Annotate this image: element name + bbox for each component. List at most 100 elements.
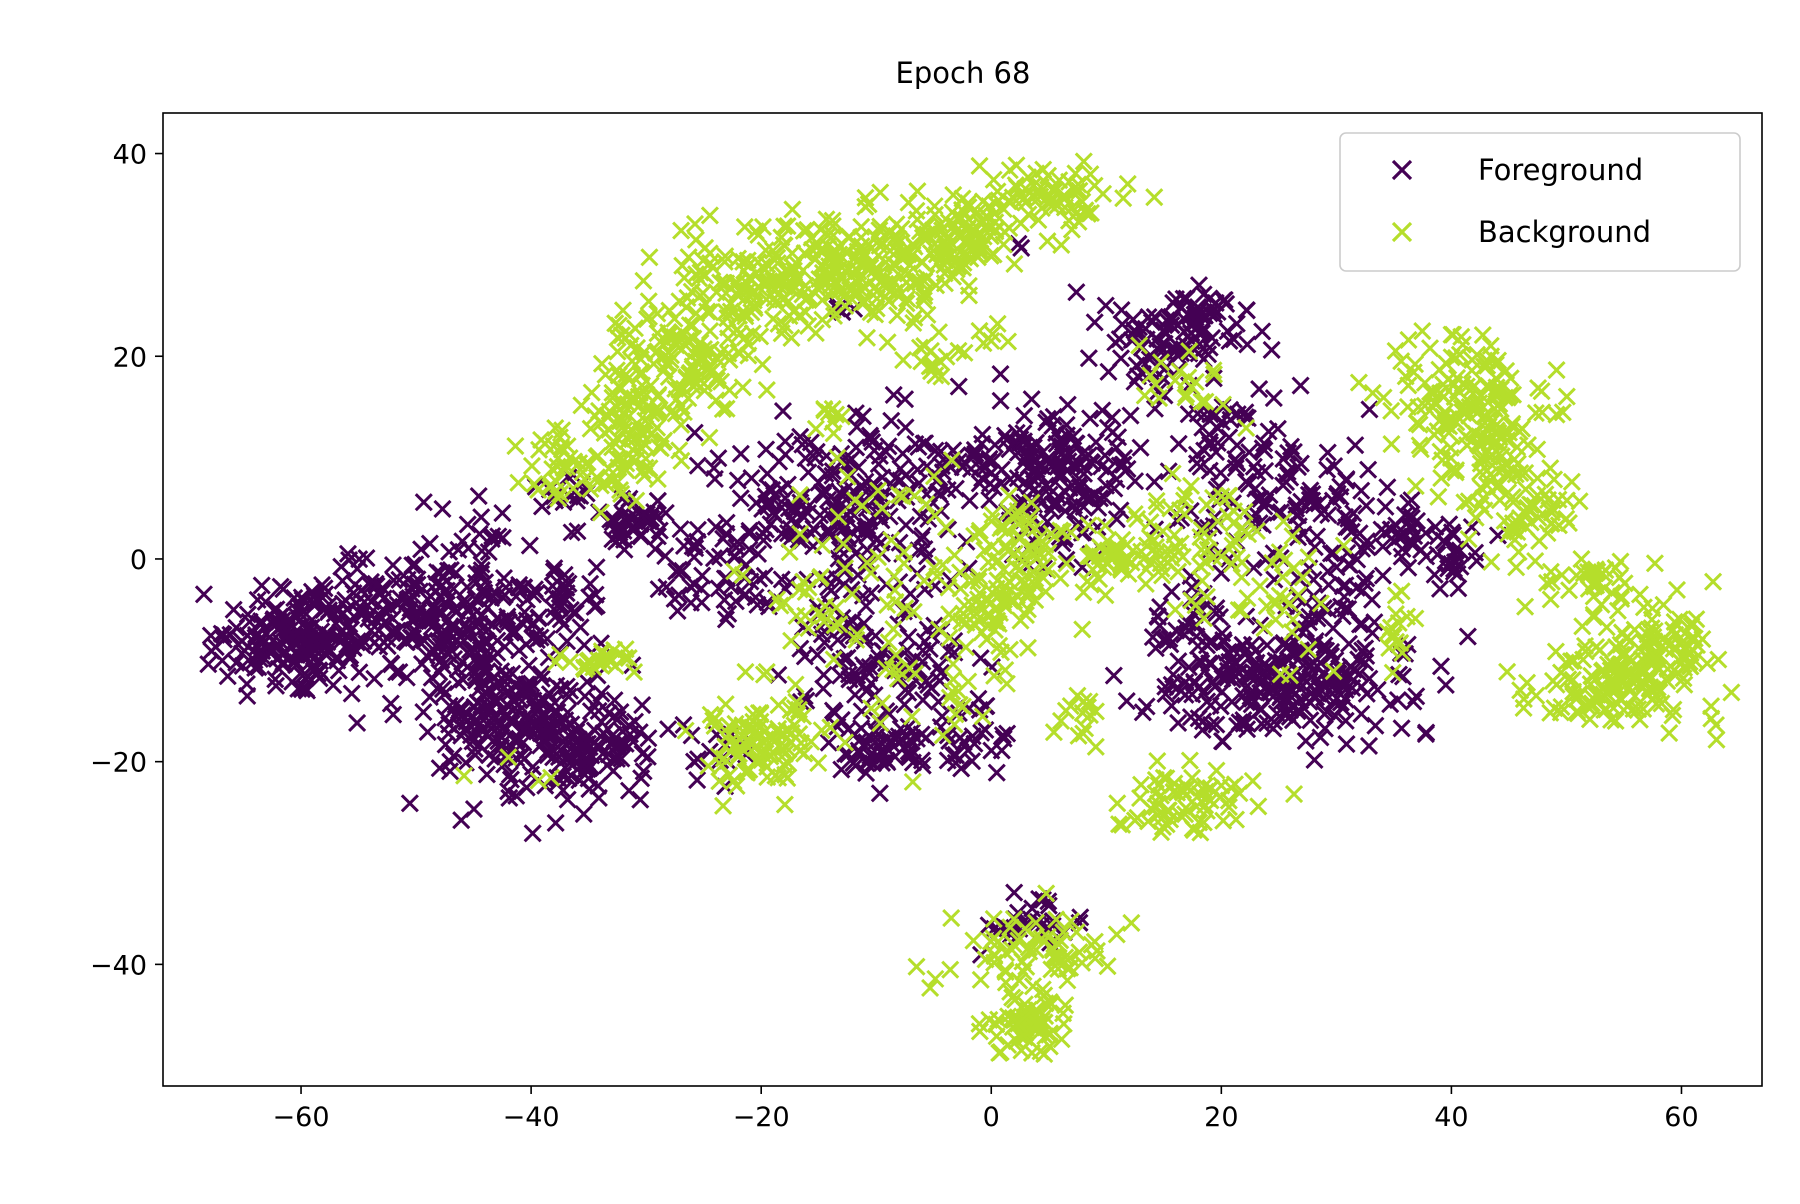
data-point: [1386, 605, 1405, 624]
data-point: [1025, 480, 1044, 499]
data-point: [1137, 560, 1156, 579]
data-point: [497, 665, 516, 684]
data-point: [1325, 456, 1344, 476]
data-point: [627, 491, 646, 510]
data-point: [799, 463, 818, 482]
data-point: [1000, 573, 1020, 592]
data-point: [543, 576, 562, 596]
data-point: [896, 466, 915, 485]
data-point: [617, 454, 636, 473]
data-point: [861, 563, 881, 583]
data-point: [1028, 1014, 1047, 1033]
data-point: [1318, 562, 1337, 581]
data-point: [1061, 697, 1080, 716]
data-point: [1145, 307, 1164, 326]
data-point: [332, 557, 351, 576]
data-point: [913, 756, 932, 775]
data-point: [699, 756, 718, 775]
data-point: [1334, 536, 1353, 555]
data-point: [970, 521, 989, 540]
data-point: [1359, 460, 1378, 479]
data-point: [808, 645, 827, 664]
data-point: [775, 277, 794, 296]
data-point: [1642, 610, 1661, 629]
data-point: [981, 474, 1000, 493]
data-point: [843, 585, 862, 604]
data-point: [799, 316, 818, 335]
data-point: [1014, 424, 1033, 443]
data-point: [1616, 644, 1635, 663]
data-point: [953, 189, 972, 208]
data-point: [1049, 935, 1068, 954]
data-point: [871, 714, 890, 733]
data-point: [1541, 459, 1560, 478]
data-point: [1634, 598, 1653, 617]
data-point: [1315, 704, 1334, 724]
data-point: [707, 391, 726, 410]
data-point: [1016, 573, 1035, 592]
data-point: [656, 546, 675, 566]
data-point: [397, 668, 416, 687]
data-point: [875, 745, 894, 764]
data-point: [1163, 464, 1182, 483]
data-point: [1449, 579, 1468, 598]
data-point: [581, 479, 600, 499]
data-point: [688, 456, 707, 475]
x-tick-label: −60: [273, 1102, 330, 1133]
data-point: [926, 969, 945, 988]
data-point: [1510, 422, 1529, 441]
data-point: [1407, 413, 1426, 433]
data-point: [909, 541, 928, 560]
data-point: [1067, 923, 1086, 942]
data-point: [972, 723, 991, 742]
data-point: [1012, 1041, 1031, 1060]
data-point: [769, 695, 788, 715]
data-point: [672, 415, 691, 434]
data-point: [749, 225, 768, 245]
data-point: [1043, 180, 1062, 199]
data-point: [1174, 491, 1194, 510]
data-point: [1176, 805, 1195, 824]
data-point: [1291, 376, 1310, 395]
data-point: [997, 537, 1016, 556]
data-point: [458, 515, 477, 534]
data-point: [849, 741, 868, 760]
data-point: [1551, 703, 1570, 722]
data-point: [1206, 443, 1226, 462]
data-point: [1634, 699, 1653, 719]
data-point: [1639, 685, 1658, 704]
data-point: [1318, 443, 1337, 462]
data-point: [1200, 432, 1219, 451]
data-point: [1360, 669, 1379, 688]
data-point: [1279, 443, 1298, 463]
data-point: [1141, 513, 1160, 532]
data-point: [869, 455, 888, 474]
data-point: [1347, 578, 1366, 597]
data-point: [673, 322, 692, 342]
data-point: [472, 541, 491, 561]
data-point: [671, 520, 690, 539]
data-point: [1104, 666, 1123, 685]
data-point: [929, 692, 948, 711]
data-point: [384, 705, 403, 724]
data-point: [836, 243, 855, 262]
data-point: [1307, 527, 1327, 546]
data-point: [278, 621, 297, 640]
data-point: [726, 735, 745, 754]
data-point: [1652, 694, 1671, 713]
data-point: [939, 578, 958, 597]
data-point: [878, 333, 897, 352]
data-point: [418, 611, 437, 630]
y-tick-label: 0: [130, 545, 147, 576]
data-point: [398, 590, 417, 609]
data-point: [949, 682, 968, 701]
data-point: [1123, 541, 1143, 560]
data-point: [668, 601, 687, 620]
data-point: [1024, 438, 1043, 457]
data-point: [823, 701, 843, 720]
data-point: [589, 739, 608, 758]
data-point: [973, 469, 992, 488]
data-point: [1023, 977, 1043, 996]
data-point: [1289, 528, 1308, 547]
data-point: [672, 221, 691, 240]
